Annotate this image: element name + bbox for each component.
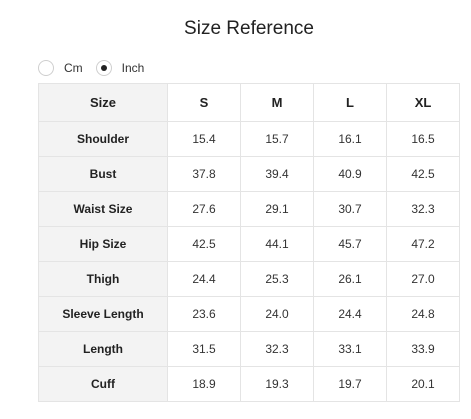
table-cell: 24.4: [313, 296, 387, 332]
table-cell: 30.7: [313, 191, 387, 227]
column-header: L: [313, 83, 387, 122]
column-header-size: Size: [38, 83, 168, 122]
table-cell: 16.5: [386, 121, 460, 157]
table-cell: 29.1: [240, 191, 314, 227]
table-row: Shoulder 15.4 15.7 16.1 16.5: [38, 121, 460, 157]
table-cell: 32.3: [386, 191, 460, 227]
table-cell: 39.4: [240, 156, 314, 192]
row-label: Hip Size: [38, 226, 168, 262]
row-label: Waist Size: [38, 191, 168, 227]
radio-cm[interactable]: [38, 60, 54, 76]
table-cell: 24.4: [167, 261, 241, 297]
table-row: Sleeve Length 23.6 24.0 24.4 24.8: [38, 296, 460, 332]
table-cell: 24.0: [240, 296, 314, 332]
unit-label-cm: Cm: [64, 61, 83, 75]
table-row: Cuff 18.9 19.3 19.7 20.1: [38, 366, 460, 402]
table-row: Hip Size 42.5 44.1 45.7 47.2: [38, 226, 460, 262]
unit-option-cm[interactable]: Cm: [38, 60, 83, 76]
table-cell: 42.5: [167, 226, 241, 262]
table-cell: 37.8: [167, 156, 241, 192]
table-cell: 33.9: [386, 331, 460, 367]
table-cell: 19.7: [313, 366, 387, 402]
row-label: Sleeve Length: [38, 296, 168, 332]
table-cell: 20.1: [386, 366, 460, 402]
table-cell: 31.5: [167, 331, 241, 367]
table-cell: 42.5: [386, 156, 460, 192]
table-header-row: Size S M L XL: [38, 83, 460, 122]
table-cell: 32.3: [240, 331, 314, 367]
table-cell: 18.9: [167, 366, 241, 402]
table-cell: 33.1: [313, 331, 387, 367]
table-cell: 15.7: [240, 121, 314, 157]
unit-toggle: Cm Inch: [38, 58, 157, 78]
column-header: S: [167, 83, 241, 122]
unit-option-inch[interactable]: Inch: [95, 60, 145, 76]
table-cell: 27.6: [167, 191, 241, 227]
row-label: Length: [38, 331, 168, 367]
table-row: Thigh 24.4 25.3 26.1 27.0: [38, 261, 460, 297]
radio-inch[interactable]: [95, 60, 112, 76]
table-cell: 26.1: [313, 261, 387, 297]
table-row: Bust 37.8 39.4 40.9 42.5: [38, 156, 460, 192]
table-cell: 45.7: [313, 226, 387, 262]
table-cell: 15.4: [167, 121, 241, 157]
row-label: Thigh: [38, 261, 168, 297]
size-table: Size S M L XL Shoulder 15.4 15.7 16.1 16…: [38, 83, 460, 402]
table-cell: 25.3: [240, 261, 314, 297]
table-cell: 27.0: [386, 261, 460, 297]
column-header: M: [240, 83, 314, 122]
column-header: XL: [386, 83, 460, 122]
table-row: Length 31.5 32.3 33.1 33.9: [38, 331, 460, 367]
row-label: Shoulder: [38, 121, 168, 157]
row-label: Cuff: [38, 366, 168, 402]
table-cell: 16.1: [313, 121, 387, 157]
table-cell: 23.6: [167, 296, 241, 332]
page-title: Size Reference: [184, 18, 314, 39]
table-cell: 47.2: [386, 226, 460, 262]
table-cell: 40.9: [313, 156, 387, 192]
unit-label-inch: Inch: [121, 61, 145, 75]
row-label: Bust: [38, 156, 168, 192]
table-cell: 19.3: [240, 366, 314, 402]
table-row: Waist Size 27.6 29.1 30.7 32.3: [38, 191, 460, 227]
table-cell: 24.8: [386, 296, 460, 332]
table-cell: 44.1: [240, 226, 314, 262]
